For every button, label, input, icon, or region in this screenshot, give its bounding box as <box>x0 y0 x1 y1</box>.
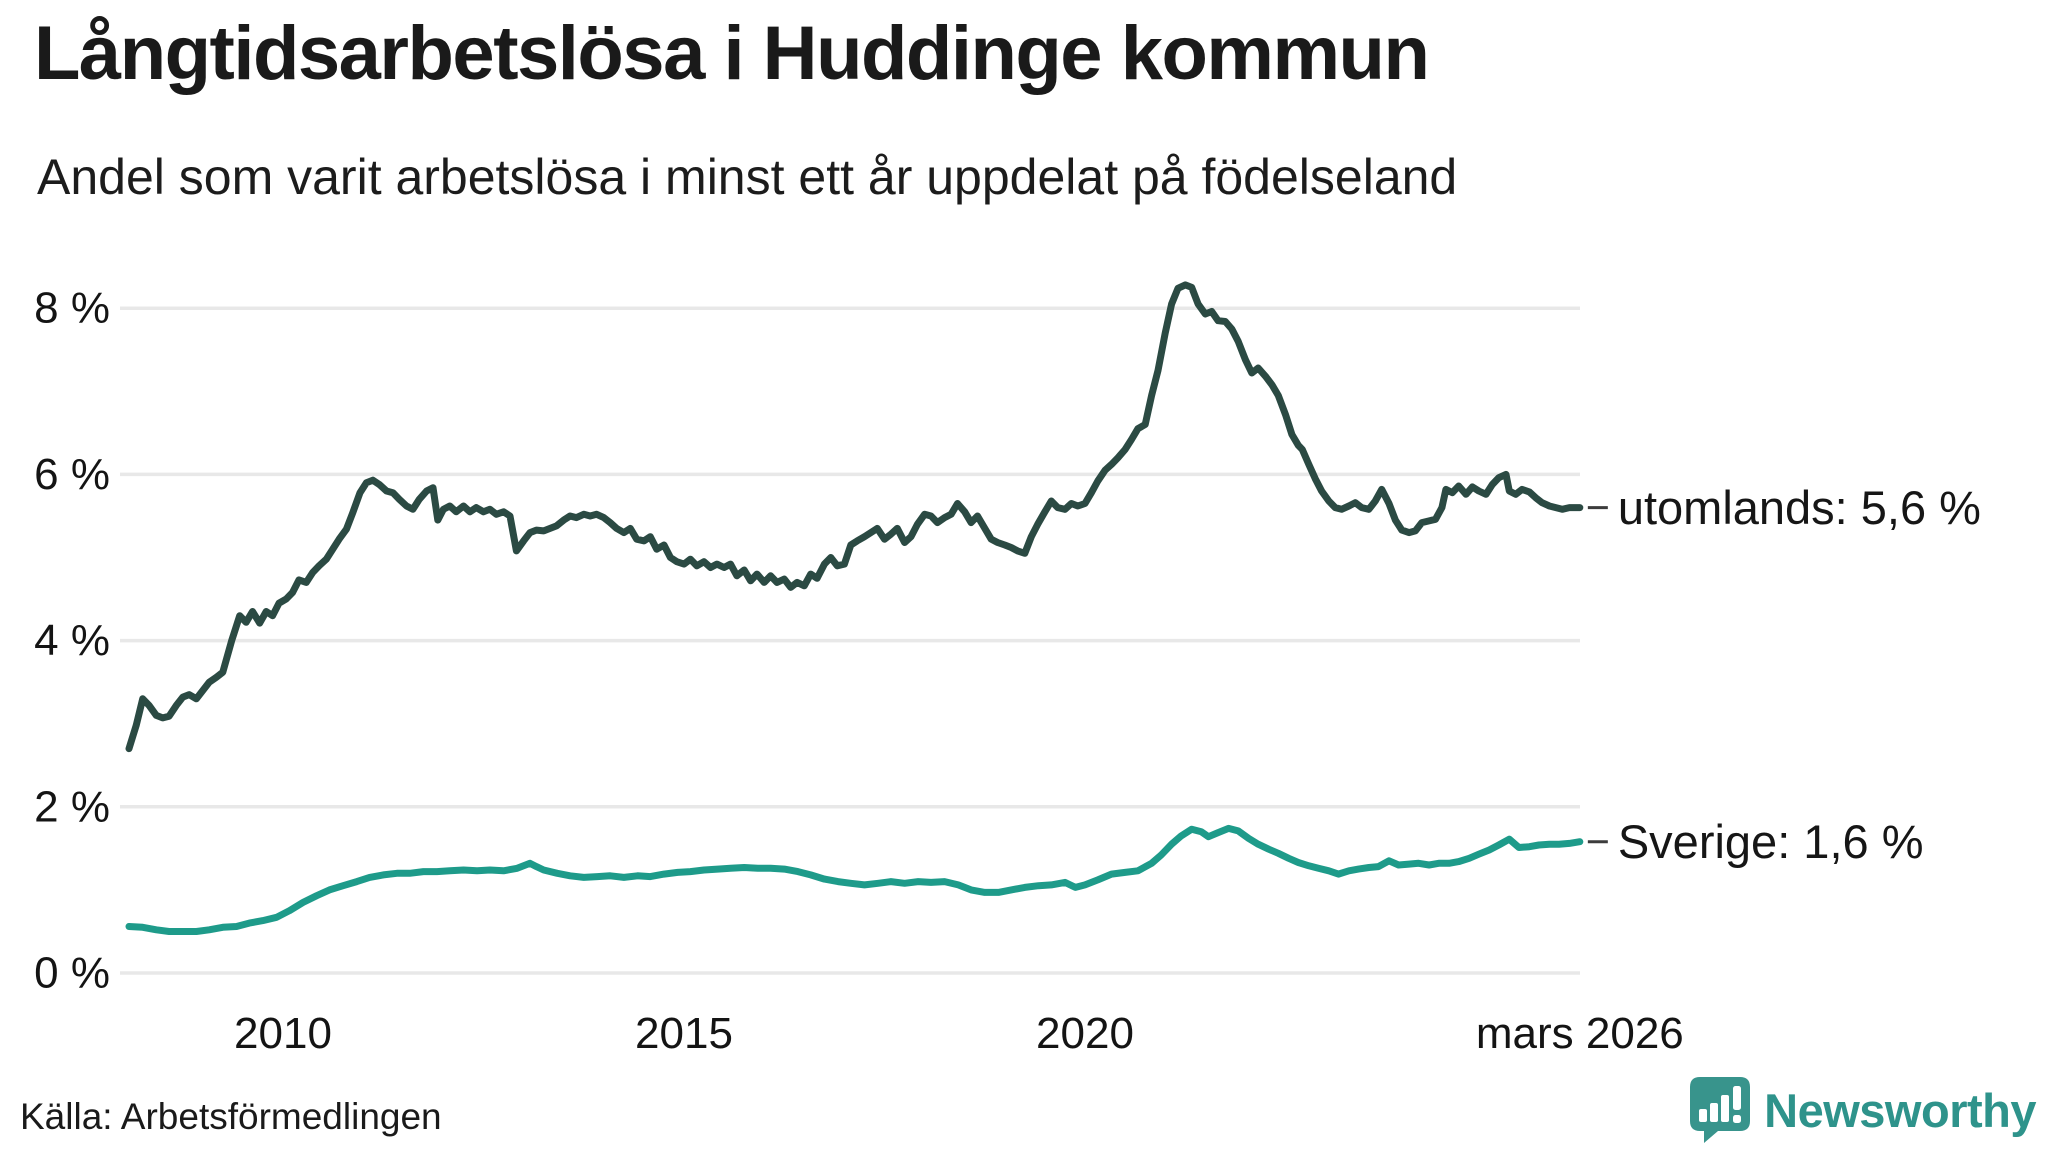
chart-subtitle: Andel som varit arbetslösa i minst ett å… <box>37 149 1458 205</box>
series-label-Sverige: Sverige: 1,6 % <box>1618 815 1924 868</box>
series-line-utomlands <box>125 281 1584 753</box>
y-tick-label-8: 8 % <box>34 284 110 333</box>
y-tick-label-2: 2 % <box>34 782 110 831</box>
y-tick-label-6: 6 % <box>34 450 110 499</box>
bar-chart-speech-bubble-icon <box>1690 1077 1751 1143</box>
newsworthy-logo: Newsworthy <box>1689 1076 2036 1144</box>
series-line-Sverige <box>125 824 1584 935</box>
series-label-utomlands: utomlands: 5,6 % <box>1618 481 1981 534</box>
newsworthy-logo-text: Newsworthy <box>1764 1083 2036 1137</box>
x-tick-label-2015: 2015 <box>635 1009 733 1058</box>
y-tick-label-4: 4 % <box>34 616 110 665</box>
y-tick-label-0: 0 % <box>34 949 110 998</box>
x-tick-label-2010: 2010 <box>234 1009 332 1058</box>
x-tick-label-mars 2026: mars 2026 <box>1476 1009 1684 1058</box>
chart-title: Långtidsarbetslösa i Huddinge kommun <box>34 11 1430 96</box>
x-tick-label-2020: 2020 <box>1036 1009 1134 1058</box>
source-note: Källa: Arbetsförmedlingen <box>20 1096 442 1137</box>
